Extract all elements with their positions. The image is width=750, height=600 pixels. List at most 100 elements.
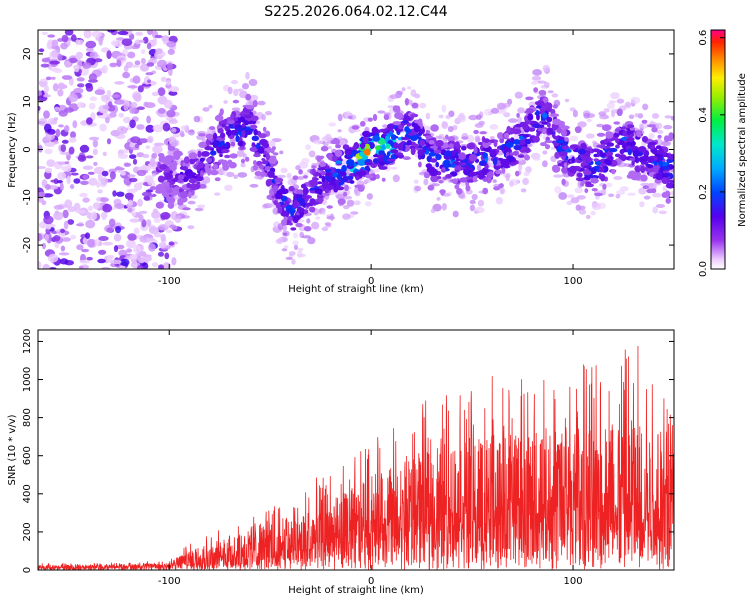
spectrogram-blob [588, 167, 598, 172]
spectrogram-blob [525, 96, 534, 101]
spectrogram-blob [227, 86, 233, 95]
spectrogram-blob [539, 100, 545, 106]
spectrogram-blob [613, 121, 620, 125]
spectrogram-blob [229, 153, 238, 159]
spectrogram-blob [145, 124, 155, 133]
spectrogram-blob [596, 123, 604, 128]
spectrogram-blob [319, 161, 326, 168]
spectrogram-blob [122, 148, 129, 154]
spectrogram-blob [180, 125, 188, 131]
spectrogram-blob [327, 145, 332, 150]
spectrogram-blob [537, 80, 547, 84]
spectrogram-blob [372, 135, 381, 142]
spectrogram-blob [324, 222, 332, 226]
spectrogram-blob [38, 233, 43, 242]
spectrogram-y-tick-label: 20 [22, 48, 33, 61]
spectrogram-blob [204, 146, 213, 151]
snr-frame [37, 329, 675, 571]
spectrogram-blob [121, 38, 133, 46]
spectrogram-blob [611, 160, 617, 165]
spectrogram-blob [136, 106, 145, 110]
spectrogram-blob [616, 189, 626, 196]
spectrogram-blob [433, 149, 442, 154]
spectrogram-blob [197, 204, 206, 209]
spectrogram-blob [472, 175, 478, 183]
spectrogram-blob [598, 166, 605, 173]
spectrogram-blob [166, 109, 176, 118]
spectrogram-blob [474, 123, 484, 128]
spectrogram-blob [146, 42, 152, 50]
spectrogram-blob [267, 170, 275, 178]
spectrogram-blob [41, 31, 49, 35]
spectrogram-blob [66, 175, 71, 185]
spectrogram-blob [64, 199, 73, 209]
spectrogram-blob [81, 248, 90, 253]
spectrogram-blob [151, 173, 157, 177]
spectrogram-blob [233, 174, 238, 179]
spectrogram-blob [591, 188, 598, 192]
spectrogram-blob [248, 99, 254, 107]
spectrogram-blob [335, 193, 345, 200]
spectrogram-blob [517, 116, 522, 124]
spectrogram-blob [395, 105, 401, 113]
spectrogram-blob [547, 90, 554, 94]
spectrogram-blob [635, 177, 641, 181]
spectrogram-blob [167, 202, 175, 209]
spectrogram-blob [138, 214, 144, 223]
spectrogram-blob [255, 120, 261, 125]
spectrogram-blob [530, 152, 541, 159]
spectrogram-blob [57, 53, 63, 61]
spectrogram-blob [106, 50, 112, 60]
spectrogram-blob [640, 174, 648, 182]
spectrogram-blob [141, 191, 152, 197]
spectrogram-blob [55, 128, 61, 138]
spectrogram-blob [344, 184, 349, 192]
spectrogram-blob [157, 87, 166, 97]
spectrogram-blob [134, 182, 143, 191]
spectrogram-blob [629, 157, 636, 161]
spectrogram-blob [638, 146, 647, 153]
spectrogram-blob [626, 127, 631, 136]
spectrogram-blob [538, 89, 547, 96]
spectrogram-blob [664, 115, 673, 119]
spectrogram-blob [284, 200, 290, 206]
snr-x-tick-label: -100 [158, 576, 181, 587]
spectrogram-blob [92, 148, 98, 156]
spectrogram-blob [377, 139, 386, 145]
spectrogram-blob [197, 150, 202, 158]
spectrogram-blob [489, 149, 497, 157]
spectrogram-blob [482, 152, 488, 159]
spectrogram-blob [466, 179, 475, 183]
spectrogram-blob [542, 64, 550, 73]
spectrogram-blob [270, 148, 275, 154]
spectrogram-blob [137, 198, 143, 207]
spectrogram-blob [552, 133, 556, 139]
spectrogram-blob [136, 124, 145, 130]
spectrogram-blob [168, 90, 178, 96]
spectrogram-blob [252, 164, 259, 171]
spectrogram-blob [70, 131, 76, 139]
spectrogram-blob [425, 130, 430, 134]
spectrogram-blob [393, 142, 399, 149]
spectrogram-blob [332, 172, 338, 178]
snr-x-tick-label: 100 [564, 576, 583, 587]
spectrogram-blob [524, 154, 530, 161]
spectrogram-blob [276, 190, 282, 195]
spectrogram-blob [513, 139, 521, 145]
spectrogram-blob [632, 149, 640, 158]
spectrogram-blob [223, 169, 228, 176]
spectrogram-blob [290, 210, 295, 218]
spectrogram-blob [477, 141, 484, 146]
spectrogram-y-label: Frequency (Hz) [7, 112, 18, 188]
spectrogram-blob [517, 107, 525, 114]
spectrogram-blob [626, 124, 635, 128]
spectrogram-blob [41, 58, 51, 63]
spectrogram-blob [360, 143, 365, 150]
spectrogram-blob [657, 150, 664, 155]
spectrogram-blob [554, 186, 562, 194]
spectrogram-blob [482, 146, 492, 152]
spectrogram-blob [459, 177, 469, 183]
spectrogram-blob [322, 141, 329, 147]
spectrogram-blob [182, 207, 191, 211]
